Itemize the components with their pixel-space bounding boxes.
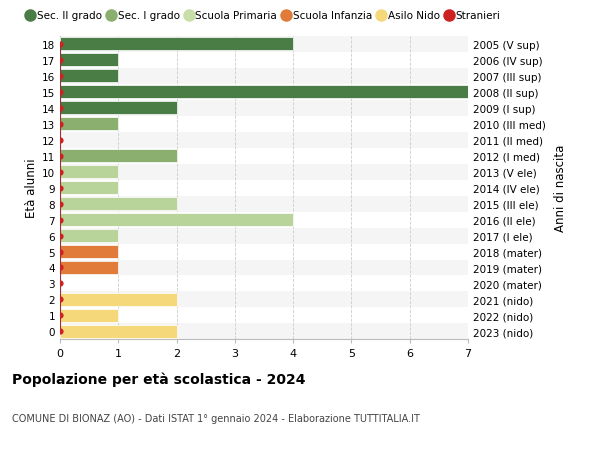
Bar [60,132,468,148]
Bar [60,292,468,308]
Legend: Sec. II grado, Sec. I grado, Scuola Primaria, Scuola Infanzia, Asilo Nido, Stran: Sec. II grado, Sec. I grado, Scuola Prim… [23,7,505,25]
Bar [60,68,468,84]
Text: COMUNE DI BIONAZ (AO) - Dati ISTAT 1° gennaio 2024 - Elaborazione TUTTITALIA.IT: COMUNE DI BIONAZ (AO) - Dati ISTAT 1° ge… [12,413,420,423]
Bar [60,37,468,53]
Bar [60,293,176,306]
Text: Popolazione per età scolastica - 2024: Popolazione per età scolastica - 2024 [12,372,305,386]
Bar [60,53,468,68]
Bar [60,150,176,162]
Bar [60,54,118,67]
Bar [60,214,293,226]
Bar [60,180,468,196]
Bar [60,38,293,51]
Bar [60,244,468,260]
Bar [60,309,118,322]
Bar [60,148,468,164]
Bar [60,182,118,195]
Bar [60,84,468,101]
Bar [60,230,118,242]
Bar [60,308,468,324]
Bar [60,117,468,132]
Y-axis label: Anni di nascita: Anni di nascita [554,145,567,232]
Bar [60,260,468,276]
Bar [60,164,468,180]
Bar [60,228,468,244]
Bar [60,276,468,292]
Bar [60,262,118,274]
Bar [60,212,468,228]
Bar [60,118,118,131]
Bar [60,196,468,212]
Bar [60,324,468,340]
Bar [60,198,176,211]
Bar [60,70,118,83]
Bar [60,325,176,338]
Bar [60,102,176,115]
Bar [60,86,468,99]
Bar [60,246,118,258]
Bar [60,166,118,179]
Y-axis label: Età alunni: Età alunni [25,158,38,218]
Bar [60,101,468,117]
